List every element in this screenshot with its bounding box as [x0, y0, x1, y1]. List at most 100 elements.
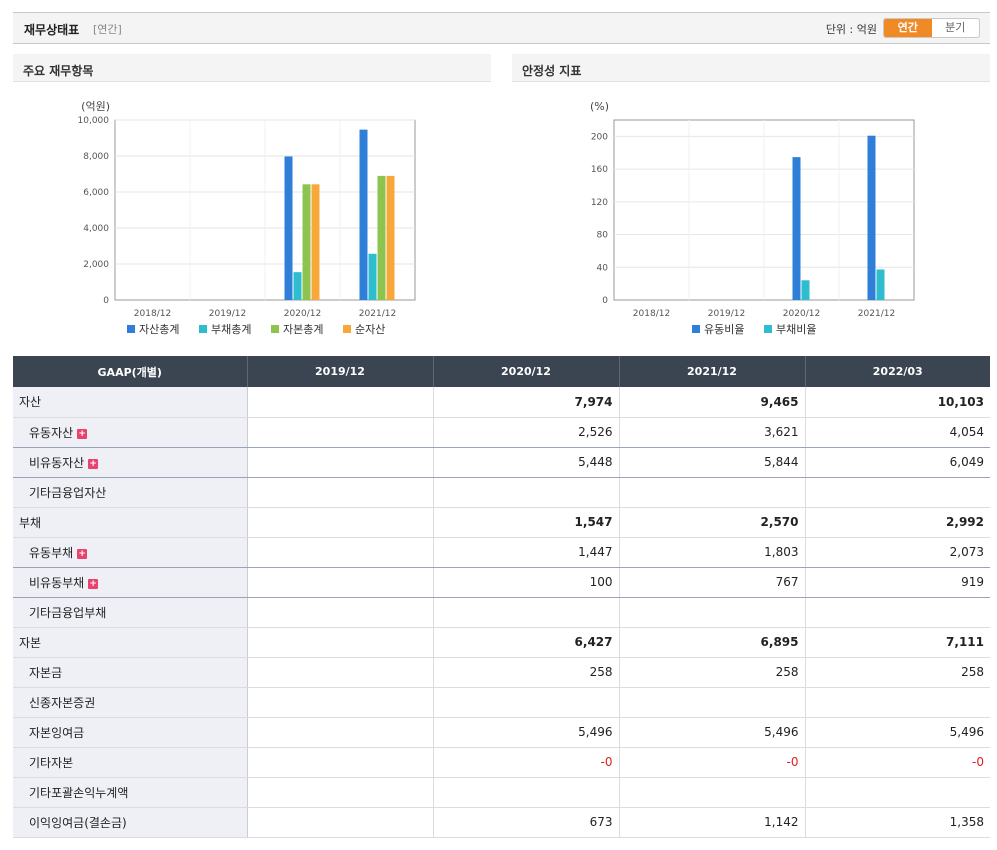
y-tick-label: 40 [597, 263, 609, 273]
expand-icon[interactable]: + [77, 428, 88, 439]
row-label-cell: 기타금융업자산 [13, 477, 248, 508]
value-cell [619, 687, 806, 718]
y-tick-label: 10,000 [78, 116, 110, 126]
row-label-cell: 자본 [13, 627, 248, 658]
y-tick-label: 0 [103, 296, 109, 306]
row-label-cell: 자산 [13, 387, 248, 418]
value-cell: 9,465 [619, 387, 806, 418]
y-tick-label: 8,000 [83, 152, 109, 162]
x-tick-label: 2021/12 [858, 309, 895, 319]
row-label-cell: 부채 [13, 507, 248, 538]
period-toggle: 연간 분기 [883, 18, 980, 38]
legend-label: 부채총계 [211, 323, 251, 336]
value-cell [805, 477, 990, 508]
bar [377, 175, 386, 300]
value-cell [433, 597, 620, 628]
value-cell [247, 627, 434, 658]
value-cell [247, 777, 434, 808]
value-cell: 673 [433, 807, 620, 838]
value-cell: 1,142 [619, 807, 806, 838]
value-cell: 767 [619, 567, 806, 598]
value-cell: 1,358 [805, 807, 990, 838]
value-cell [247, 717, 434, 748]
value-cell [247, 417, 434, 448]
table-row: 기타포괄손익누계액 [13, 777, 990, 808]
row-label-cell: 기타자본 [13, 747, 248, 778]
row-label: 기타포괄손익누계액 [29, 785, 129, 800]
table-row: 자본잉여금 5,496 5,496 5,496 [13, 717, 990, 748]
legend-swatch [199, 325, 207, 333]
row-label: 자본 [19, 635, 42, 650]
y-tick-label: 160 [591, 165, 608, 175]
row-label: 자본잉여금 [29, 725, 85, 740]
value-cell: 5,496 [433, 717, 620, 748]
row-label: 자산 [19, 395, 42, 410]
balance-sheet-table: GAAP(개별) 2019/12 2020/12 2021/12 2022/03… [13, 356, 990, 838]
row-label: 부채 [19, 515, 42, 530]
row-label: 기타금융업부채 [29, 605, 107, 620]
value-cell: 4,054 [805, 417, 990, 448]
legend-swatch [127, 325, 135, 333]
value-cell [433, 477, 620, 508]
y-tick-label: 120 [591, 198, 608, 208]
column-header: 2020/12 [433, 356, 620, 387]
value-cell [247, 537, 434, 568]
y-tick-label: 80 [597, 231, 609, 241]
value-cell: 2,992 [805, 507, 990, 538]
legend-swatch [271, 325, 279, 333]
row-label: 유동부채 [29, 545, 74, 560]
value-cell: 6,895 [619, 627, 806, 658]
value-cell [247, 807, 434, 838]
legend-swatch [764, 325, 772, 333]
row-label-cell: 비유동부채 + [13, 567, 248, 598]
x-tick-label: 2018/12 [633, 309, 670, 319]
stability-panel: 안정성 지표 (%) 0 40 80 120 160 200 2018/12 2019/12 20… [512, 54, 990, 354]
row-label: 이익잉여금(결손금) [29, 815, 127, 830]
table-row: 비유동부채 +100 767 919 [13, 567, 990, 598]
expand-icon[interactable]: + [88, 458, 99, 469]
table-row: 부채 1,547 2,570 2,992 [13, 507, 990, 538]
value-cell: 100 [433, 567, 620, 598]
value-cell: 6,049 [805, 447, 990, 478]
bar [302, 184, 311, 300]
value-cell [619, 597, 806, 628]
quarterly-toggle-button[interactable]: 분기 [945, 21, 966, 34]
value-cell: -0 [433, 747, 620, 778]
period-type-label: [연간] [93, 23, 122, 36]
bar [284, 156, 293, 300]
row-label: 신종자본증권 [29, 695, 96, 710]
value-cell: 3,621 [619, 417, 806, 448]
value-cell: 1,803 [619, 537, 806, 568]
row-label-cell: 이익잉여금(결손금) [13, 807, 248, 838]
row-label-cell: 유동부채 + [13, 537, 248, 568]
value-cell: 2,570 [619, 507, 806, 538]
table-row: 신종자본증권 [13, 687, 990, 718]
column-header: 2019/12 [247, 356, 434, 387]
page-title: 재무상태표 [24, 23, 80, 37]
row-label-cell: 비유동자산 + [13, 447, 248, 478]
expand-icon[interactable]: + [88, 578, 99, 589]
legend-label: 유동비율 [704, 323, 744, 336]
row-label: 비유동부채 [29, 575, 85, 590]
x-tick-label: 2018/12 [134, 309, 171, 319]
value-cell: 258 [433, 657, 620, 688]
table-row: 유동자산 +2,526 3,621 4,054 [13, 417, 990, 448]
value-cell: 258 [805, 657, 990, 688]
major-items-title: 주요 재무항목 [13, 54, 491, 82]
value-cell: 7,974 [433, 387, 620, 418]
annual-toggle-button[interactable]: 연간 [884, 19, 932, 37]
value-cell [247, 747, 434, 778]
value-cell: 5,844 [619, 447, 806, 478]
y-unit-label: (억원) [81, 100, 110, 113]
table-header-row: GAAP(개별) 2019/12 2020/12 2021/12 2022/03 [13, 356, 990, 387]
bar [368, 253, 377, 300]
value-cell [433, 687, 620, 718]
row-label-cell: 자본금 [13, 657, 248, 688]
stability-title: 안정성 지표 [512, 54, 990, 82]
value-cell: -0 [805, 747, 990, 778]
value-cell [805, 687, 990, 718]
row-label-cell: 기타포괄손익누계액 [13, 777, 248, 808]
x-tick-label: 2020/12 [284, 309, 321, 319]
bar [801, 280, 810, 300]
expand-icon[interactable]: + [77, 548, 88, 559]
